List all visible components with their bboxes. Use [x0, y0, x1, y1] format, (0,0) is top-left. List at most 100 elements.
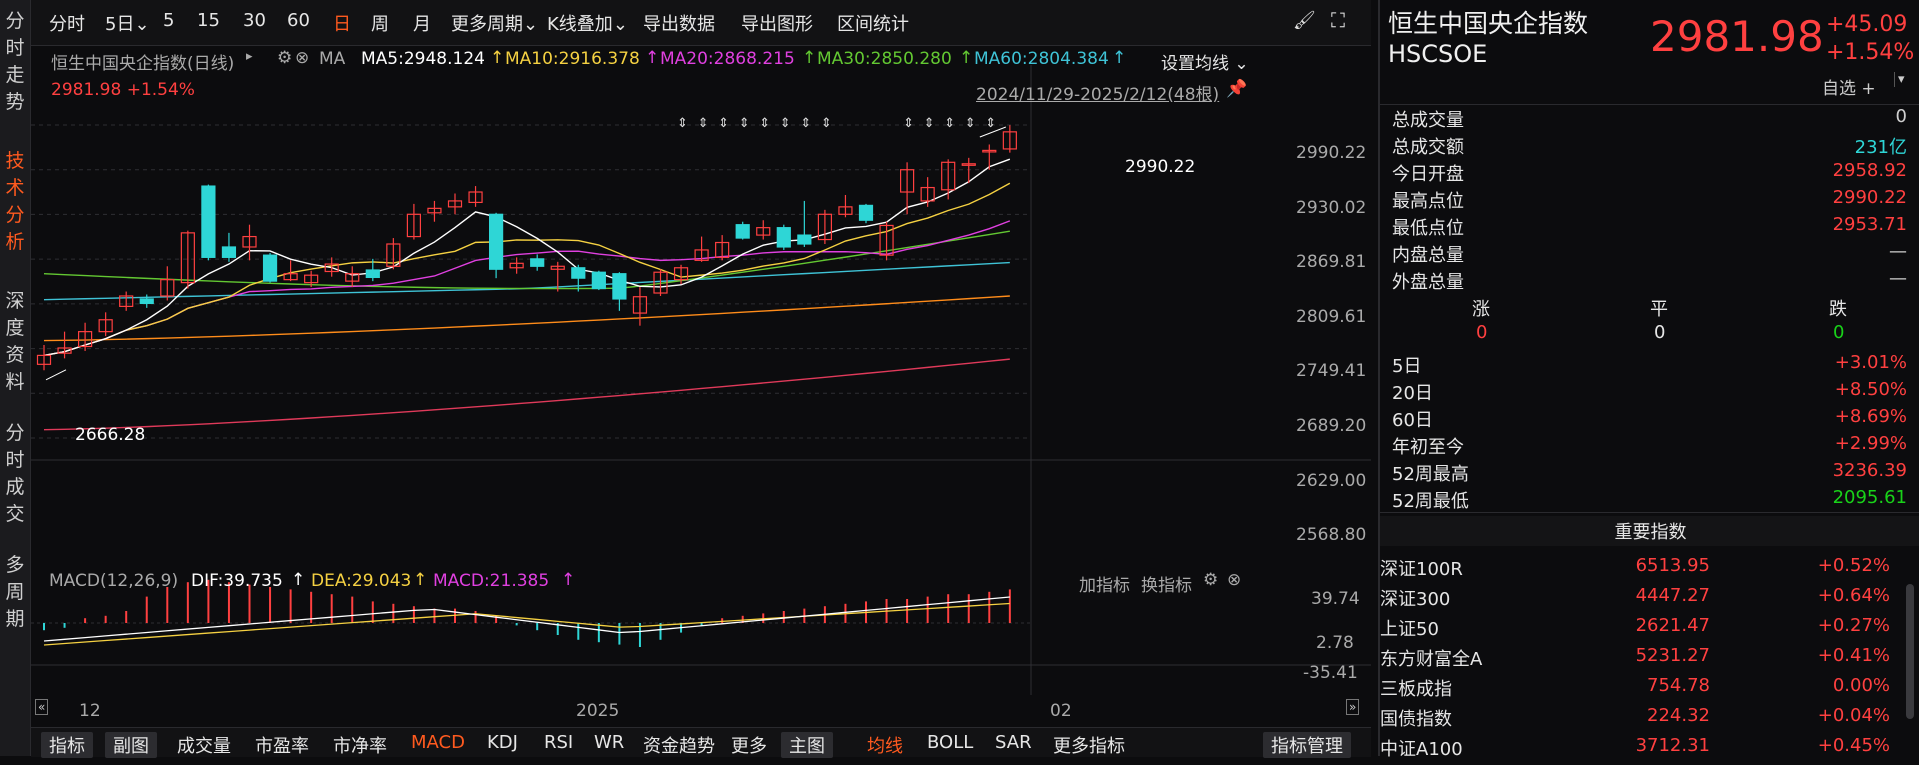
stat-value: 2958.92 — [1832, 160, 1907, 181]
period-30min[interactable]: 30 — [243, 10, 266, 31]
sar-button[interactable]: SAR — [995, 732, 1032, 753]
period-intraday[interactable]: 分时 — [49, 14, 85, 35]
add-indicator-button[interactable]: 加指标 — [1079, 576, 1130, 596]
tab-intraday[interactable]: 分时走势 — [5, 10, 25, 113]
stat-value: — — [1889, 268, 1907, 289]
boll-button[interactable]: BOLL — [927, 732, 974, 753]
chevron-down-icon[interactable]: ▾ — [1894, 72, 1905, 87]
period-month[interactable]: 月 — [413, 14, 431, 35]
set-ma-dropdown[interactable]: 设置均线 ⌄ — [1161, 54, 1249, 74]
index-row-price: 4447.27 — [1635, 585, 1710, 606]
stat-row: 总成交量 0 — [1392, 106, 1907, 133]
gear-icon[interactable]: ⚙ — [277, 48, 293, 68]
interval-stats-button[interactable]: 区间统计 — [837, 14, 909, 35]
indices-scrollbar[interactable] — [1906, 584, 1914, 719]
arrow-up-icon: ↑ — [1112, 48, 1127, 68]
close-circle-icon[interactable]: ⊗ — [1227, 570, 1242, 590]
candle-body — [160, 279, 175, 297]
period-5min[interactable]: 5 — [163, 10, 175, 31]
pb-button[interactable]: 市净率 — [333, 736, 387, 757]
signal-arrow-icon: ⇕ — [780, 116, 791, 131]
stat-row: 最低点位 2953.71 — [1392, 214, 1907, 241]
index-row[interactable]: 三板成指 754.78 0.00% — [1380, 675, 1890, 705]
switch-indicator-button[interactable]: 换指标 — [1141, 576, 1192, 596]
gear-icon[interactable]: ⚙ — [1203, 570, 1219, 590]
export-chart-button[interactable]: 导出图形 — [741, 14, 813, 35]
index-row[interactable]: 中证A100 3712.31 +0.45% — [1380, 735, 1890, 765]
close-circle-icon[interactable]: ⊗ — [295, 48, 310, 68]
tab-deep-info[interactable]: 深度资料 — [5, 290, 25, 393]
kline-overlay-dropdown[interactable]: K线叠加⌄ — [547, 14, 628, 35]
rsi-button[interactable]: RSI — [544, 732, 574, 753]
stat-label: 最高点位 — [1392, 191, 1464, 212]
macd-dea-line — [43, 602, 1010, 646]
indicator-manage-button[interactable]: 指标管理 — [1263, 732, 1351, 758]
tab-multi-period[interactable]: 多周期 — [5, 554, 25, 630]
index-row-price: 3712.31 — [1635, 735, 1710, 756]
kline-chart-svg[interactable]: ⇕ ⇕ ⇕ ⇕ ⇕ ⇕ ⇕ ⇕ ⇕ ⇕ ⇕ ⇕ ⇕ — [31, 45, 1371, 695]
ma10-value: MA10:2916.378 — [505, 49, 640, 69]
ma-button[interactable]: 均线 — [867, 736, 903, 757]
macd-value: MACD:21.385 — [433, 571, 550, 591]
date-range-label[interactable]: 2024/11/29-2025/2/12(48根) — [976, 85, 1220, 105]
indicator-tab[interactable]: 指标 — [41, 732, 93, 758]
candle-body — [571, 267, 586, 279]
period-week[interactable]: 周 — [371, 14, 389, 35]
index-row[interactable]: 东方财富全A 5231.27 +0.41% — [1380, 645, 1890, 675]
add-watchlist-button[interactable]: 自选 + — [1822, 79, 1876, 99]
period-value: +3.01% — [1834, 352, 1907, 373]
signal-arrow-icon: ⇕ — [718, 116, 729, 131]
scroll-right-icon[interactable]: » — [1346, 699, 1360, 715]
chart-toolbar: 分时 5日⌄ 5 15 30 60 日 周 月 更多周期⌄ K线叠加⌄ 导出数据… — [31, 0, 1371, 46]
fullscreen-icon[interactable]: ⛶ — [1331, 8, 1345, 32]
kline-chart-panel[interactable]: ⇕ ⇕ ⇕ ⇕ ⇕ ⇕ ⇕ ⇕ ⇕ ⇕ ⇕ ⇕ ⇕ 恒生中国央企指数(日线) ▸ ⚙ ⊗ MA MA5:… — [31, 45, 1371, 721]
tab-tick-trades[interactable]: 分时成交 — [5, 422, 25, 525]
annotation-arrow — [45, 369, 67, 381]
pin-icon[interactable]: 📌 — [1226, 79, 1248, 99]
pe-button[interactable]: 市盈率 — [255, 736, 309, 757]
candle-body — [879, 224, 894, 256]
tab-technical[interactable]: 技术分析 — [5, 150, 25, 253]
main-chart-tab[interactable]: 主图 — [781, 732, 833, 758]
kdj-button[interactable]: KDJ — [487, 732, 518, 753]
candle-body — [858, 204, 874, 221]
period-15min[interactable]: 15 — [197, 10, 220, 31]
breadth-down-label: 跌 — [1829, 299, 1847, 320]
index-row-change: +0.52% — [1817, 555, 1890, 576]
period-60min[interactable]: 60 — [287, 10, 310, 31]
index-row[interactable]: 深证300 4447.27 +0.64% — [1380, 585, 1890, 615]
draw-pen-icon[interactable]: 🖌 — [1293, 10, 1316, 31]
period-return-row: 5日 +3.01% — [1392, 352, 1907, 379]
stat-label: 今日开盘 — [1392, 164, 1464, 185]
volume-button[interactable]: 成交量 — [177, 736, 231, 757]
index-row[interactable]: 上证50 2621.47 +0.27% — [1380, 615, 1890, 645]
candle-body — [941, 161, 956, 191]
period-5day[interactable]: 5日⌄ — [105, 14, 150, 35]
index-row[interactable]: 深证100R 6513.95 +0.52% — [1380, 555, 1890, 585]
signal-arrow-icon: ⇕ — [677, 116, 688, 131]
index-row[interactable]: 国债指数 224.32 +0.04% — [1380, 705, 1890, 735]
period-day[interactable]: 日 — [333, 14, 351, 35]
price-tick: 2689.20 — [1296, 416, 1367, 436]
scroll-left-icon[interactable]: « — [35, 699, 49, 715]
candle-body — [530, 258, 545, 267]
index-row-change: +0.27% — [1817, 615, 1890, 636]
more-periods-dropdown[interactable]: 更多周期⌄ — [451, 14, 539, 35]
index-row-name: 东方财富全A — [1380, 649, 1483, 670]
candle-body — [386, 243, 401, 267]
signal-arrow-icon: ⇕ — [759, 116, 770, 131]
period-return-row: 52周最高 3236.39 — [1392, 460, 1907, 487]
candle-body — [899, 169, 915, 193]
more-button[interactable]: 更多 — [731, 736, 767, 757]
caret-right-icon[interactable]: ▸ — [246, 49, 253, 64]
ma30-value: MA30:2850.280 — [817, 49, 952, 69]
wr-button[interactable]: WR — [594, 732, 625, 753]
candle-body — [345, 273, 360, 282]
signal-arrow-icon: ⇕ — [821, 116, 832, 131]
sub-chart-tab[interactable]: 副图 — [105, 732, 157, 758]
macd-button[interactable]: MACD — [411, 732, 465, 753]
more-indicators-button[interactable]: 更多指标 — [1053, 736, 1125, 757]
fund-trend-button[interactable]: 资金趋势 — [643, 736, 715, 757]
arrow-up-icon: ↑ — [802, 48, 817, 68]
export-data-button[interactable]: 导出数据 — [643, 14, 715, 35]
